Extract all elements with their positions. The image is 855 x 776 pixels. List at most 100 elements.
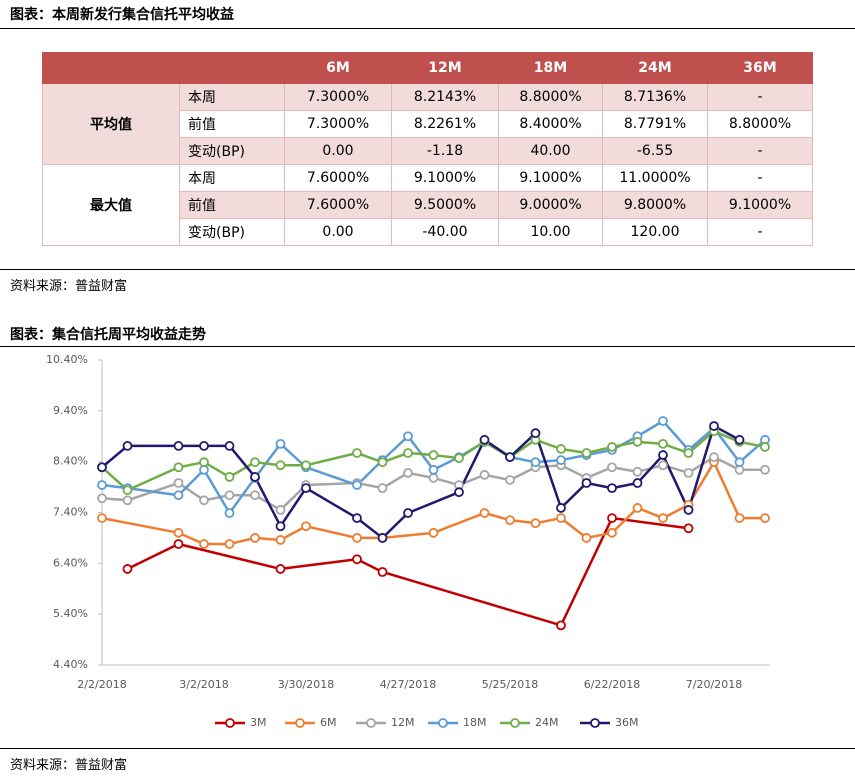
point — [173, 490, 184, 501]
table: 6M 12M 18M 24M 36M 平均值 本周 7.3000% 8.2143% 8.8000%… — [42, 52, 813, 246]
line-segment — [304, 466, 359, 487]
point — [505, 515, 515, 526]
line-segment — [177, 481, 206, 502]
legend-marker — [590, 718, 600, 728]
x-tick-label: 2/2/2018 — [77, 678, 126, 691]
row-label: 前值 — [179, 110, 285, 138]
point — [556, 503, 566, 513]
header-cell: 12M — [391, 52, 499, 84]
cell: 0.00 — [284, 218, 392, 246]
point — [224, 472, 235, 482]
line-segment — [202, 460, 231, 479]
cell: 10.00 — [498, 218, 603, 246]
line-segment — [126, 542, 180, 571]
point — [734, 434, 745, 445]
point — [275, 521, 286, 532]
point — [224, 490, 235, 501]
line-segment — [279, 558, 359, 571]
point — [224, 508, 235, 518]
point — [632, 436, 643, 447]
point — [658, 460, 668, 471]
row-label: 前值 — [179, 191, 285, 219]
point — [683, 467, 694, 478]
line-segment — [432, 511, 486, 535]
line-segment — [228, 460, 257, 479]
header-cell — [179, 52, 285, 84]
point — [173, 441, 184, 451]
point — [173, 539, 184, 549]
rule — [0, 269, 855, 270]
point — [403, 508, 413, 518]
line-segment — [636, 453, 665, 485]
point — [658, 438, 668, 449]
point — [428, 464, 439, 475]
point — [683, 505, 694, 515]
header-cell: 36M — [707, 52, 813, 84]
point — [632, 478, 643, 488]
cell: 40.00 — [498, 137, 603, 165]
point — [683, 523, 694, 534]
point — [173, 527, 184, 538]
rule — [0, 346, 855, 347]
point — [607, 527, 617, 538]
group-label: 最大值 — [42, 164, 180, 246]
source: 资料来源：普益财富 — [10, 279, 128, 294]
line-segment — [559, 516, 588, 540]
line-segment — [381, 435, 410, 462]
point — [658, 513, 668, 523]
y-tick-label: 10.40% — [46, 353, 88, 366]
cell: - — [707, 83, 813, 111]
cell: 11.0000% — [602, 164, 708, 192]
point — [377, 457, 388, 468]
source: 资料来源：普益财富 — [10, 758, 128, 773]
point — [97, 480, 107, 490]
point — [428, 450, 439, 460]
line-segment — [738, 438, 767, 464]
point — [250, 472, 260, 482]
point — [556, 455, 566, 466]
point — [250, 533, 260, 543]
point — [377, 483, 388, 494]
line-segment — [177, 542, 282, 571]
point — [760, 464, 770, 475]
point — [428, 527, 439, 538]
line-segment — [304, 524, 359, 540]
line-segment — [381, 531, 435, 540]
cell: - — [707, 164, 813, 192]
cell: 9.1000% — [391, 164, 499, 192]
row-label: 变动(BP) — [179, 137, 285, 165]
line-segment — [253, 442, 282, 480]
line-segment — [100, 444, 129, 469]
point — [556, 513, 566, 523]
point — [122, 441, 133, 451]
cell: 8.8000% — [707, 110, 813, 138]
point — [607, 462, 617, 473]
point — [199, 457, 209, 468]
point — [683, 448, 694, 458]
table-row: 前值 7.3000% 8.2261% 8.4000% 8.7791% 8.8000% — [43, 110, 813, 138]
point — [530, 428, 541, 439]
line-segment — [177, 468, 206, 497]
point — [454, 487, 464, 498]
legend-label: 12M — [391, 716, 415, 729]
cell: 9.0000% — [498, 191, 603, 219]
point — [734, 513, 745, 523]
point — [479, 469, 490, 480]
line-segment — [687, 424, 716, 512]
y-tick-label: 4.40% — [53, 658, 88, 671]
point — [97, 513, 107, 523]
cell: -6.55 — [602, 137, 708, 165]
line-segment — [636, 419, 665, 438]
y-tick-label: 6.40% — [53, 556, 88, 569]
point — [556, 444, 566, 454]
legend-label: 36M — [615, 716, 639, 729]
point — [122, 485, 133, 496]
legend-marker — [225, 718, 235, 728]
x-tick-label: 3/30/2018 — [278, 678, 334, 691]
line-segment — [304, 451, 359, 467]
legend-marker — [295, 718, 305, 728]
legend-label: 6M — [320, 716, 337, 729]
cell: 8.2143% — [391, 83, 499, 111]
line-segment — [228, 476, 257, 515]
